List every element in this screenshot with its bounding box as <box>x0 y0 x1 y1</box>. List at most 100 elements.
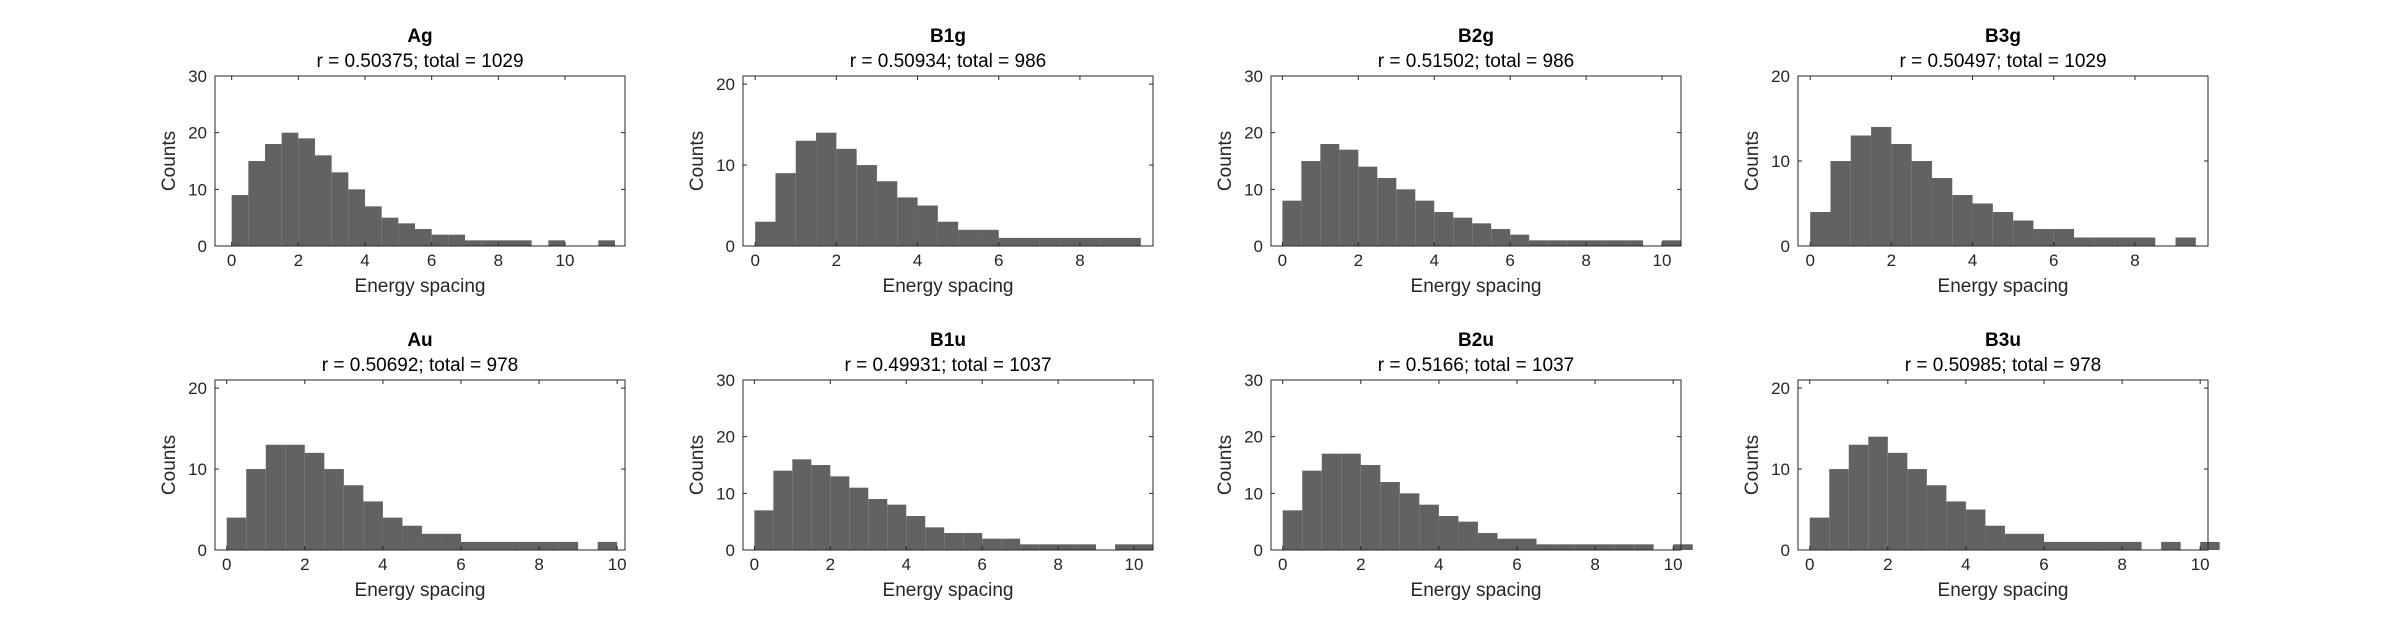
bar <box>548 240 565 246</box>
x-tick-label: 6 <box>977 555 986 574</box>
panel-b3u: 0 2 4 6 8 10 0 10 20 B3u r = 0.50985; total = 978 E… <box>1742 330 2220 601</box>
bar <box>1673 544 1693 550</box>
y-tick-label: 20 <box>1771 379 1790 398</box>
bar <box>324 469 344 550</box>
x-axis-label: Energy spacing <box>1411 580 1542 601</box>
bar <box>1399 493 1420 550</box>
bar <box>836 148 857 246</box>
bar <box>248 161 265 246</box>
x-axis-label: Energy spacing <box>1938 276 2069 297</box>
bar <box>1931 178 1953 246</box>
y-tick-label: 0 <box>1781 541 1790 560</box>
bar <box>421 533 442 550</box>
bar <box>937 221 959 246</box>
x-axis-label: Energy spacing <box>1938 580 2069 601</box>
bar <box>906 516 926 550</box>
bar <box>887 504 907 550</box>
bar <box>348 189 365 246</box>
panel-ag: 0 2 4 6 8 10 0 10 20 30 Ag r = 0.50375; total = 102… <box>159 26 626 297</box>
panel-b1g: 0 2 4 6 8 0 10 20 B1g r = 0.50934; total = 986 Ene… <box>687 26 1154 297</box>
bar <box>925 527 945 550</box>
y-axis-label: Counts <box>1215 435 1236 495</box>
bar <box>1887 452 1908 550</box>
bar <box>1605 240 1625 246</box>
bar <box>1946 501 1966 550</box>
panel-subtitle: r = 0.50985; total = 978 <box>1905 355 2102 376</box>
bar <box>1415 200 1435 246</box>
x-axis-label: Energy spacing <box>355 580 486 601</box>
plot-area <box>214 75 626 247</box>
y-tick-label: 10 <box>188 460 207 479</box>
x-tick-label: 4 <box>1961 555 1970 574</box>
y-tick-label: 0 <box>198 237 207 256</box>
bar <box>963 533 983 550</box>
x-tick-label: 0 <box>1805 251 1814 270</box>
bar <box>2161 541 2181 550</box>
x-tick-label: 10 <box>1664 555 1683 574</box>
bar <box>830 476 850 550</box>
bar <box>944 533 964 550</box>
x-tick-label: 8 <box>1075 251 1084 270</box>
y-tick-label: 30 <box>1244 67 1263 86</box>
y-tick-label: 20 <box>1771 67 1790 86</box>
plot-area <box>214 379 626 551</box>
bar <box>1529 240 1549 246</box>
panel-subtitle: r = 0.50934; total = 986 <box>850 51 1047 72</box>
bar <box>1134 544 1153 550</box>
bar <box>1536 544 1557 550</box>
bar <box>2044 541 2064 550</box>
y-tick-label: 0 <box>1254 237 1263 256</box>
bar <box>1282 510 1303 550</box>
bar <box>1458 521 1478 550</box>
y-tick-label: 20 <box>716 75 735 94</box>
bar <box>795 140 817 246</box>
bar <box>298 138 315 246</box>
y-tick-label: 30 <box>1244 371 1263 390</box>
bar <box>343 485 364 550</box>
bar <box>1058 544 1078 550</box>
panel-b1u: 0 2 4 6 8 10 0 10 20 30 B1u r = 0.49931; total = 10… <box>687 330 1154 601</box>
bar <box>1911 161 1932 246</box>
bar <box>1001 538 1021 550</box>
panel-subtitle: r = 0.50497; total = 1029 <box>1899 51 2106 72</box>
bar <box>481 240 499 246</box>
bar <box>415 229 432 246</box>
bar <box>982 538 1002 550</box>
bar <box>1907 469 1927 550</box>
bar <box>1491 229 1511 246</box>
bar <box>315 155 332 246</box>
y-tick-label: 10 <box>716 156 735 175</box>
x-tick-label: 4 <box>378 555 387 574</box>
x-tick-label: 0 <box>1805 555 1814 574</box>
bar <box>978 229 999 246</box>
bar <box>1438 516 1459 550</box>
bar <box>1595 544 1615 550</box>
bar <box>1614 544 1635 550</box>
y-axis-label: Counts <box>1742 435 1763 495</box>
panel-title: B2g <box>1458 26 1494 47</box>
bar <box>1809 517 1830 550</box>
bar <box>1871 127 1892 246</box>
bar <box>465 240 482 246</box>
bar <box>811 465 831 550</box>
x-tick-label: 0 <box>227 251 236 270</box>
x-tick-label: 2 <box>1354 251 1363 270</box>
x-tick-label: 6 <box>1505 251 1514 270</box>
bar <box>1985 525 2005 550</box>
plot-area <box>1270 75 1682 247</box>
bar <box>1634 544 1654 550</box>
bar <box>1301 161 1321 246</box>
y-axis-label: Counts <box>159 435 180 495</box>
panel-title: B1g <box>930 26 966 47</box>
x-tick-label: 0 <box>750 555 759 574</box>
panel-title: Au <box>407 330 432 351</box>
x-tick-label: 4 <box>1434 555 1443 574</box>
bar <box>2134 237 2156 246</box>
bar <box>558 541 579 550</box>
y-tick-label: 20 <box>1244 428 1263 447</box>
bar <box>1868 436 1888 550</box>
x-tick-label: 0 <box>1278 251 1287 270</box>
bar <box>1477 533 1498 550</box>
bar <box>856 165 877 246</box>
x-tick-label: 6 <box>427 251 436 270</box>
